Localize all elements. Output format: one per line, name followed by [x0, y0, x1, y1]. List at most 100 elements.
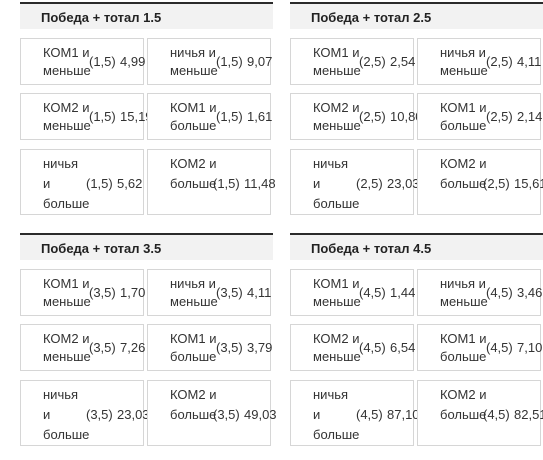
- odds-value: 15,19: [120, 109, 153, 124]
- outcome-label: больше: [170, 176, 217, 191]
- odds-cell[interactable]: ничья и меньше (4,5) 3,46: [417, 269, 542, 316]
- total-value: (2,5): [483, 176, 510, 191]
- outcome-label: и: [43, 176, 51, 191]
- outcome-label: КОМ1 и: [43, 45, 90, 60]
- outcome-label: меньше: [313, 118, 361, 133]
- outcome-label: ничья и: [440, 276, 486, 291]
- odds-value: 9,07: [247, 54, 273, 69]
- odds-cell[interactable]: КОМ2 и меньше (2,5) 10,80: [290, 93, 423, 140]
- outcome-label: ничья: [313, 156, 349, 171]
- odds-value: 1,70: [120, 285, 146, 300]
- outcome-label: больше: [170, 407, 217, 422]
- outcome-label: больше: [440, 176, 487, 191]
- odds-cell[interactable]: КОМ2 и больше (2,5) 15,61: [417, 149, 543, 215]
- market-title: Победа + тотал 4.5: [290, 233, 543, 260]
- total-value: (1,5): [216, 109, 243, 124]
- odds-value: 1,44: [390, 285, 416, 300]
- odds-value: 10,80: [390, 109, 423, 124]
- market-title: Победа + тотал 2.5: [290, 2, 543, 29]
- odds-value: 23,03: [117, 407, 150, 422]
- outcome-label: КОМ1 и: [170, 331, 217, 346]
- outcome-label: больше: [440, 118, 487, 133]
- total-value: (3,5): [89, 285, 116, 300]
- outcome-label: меньше: [170, 63, 218, 78]
- odds-value: 7,10: [517, 340, 543, 355]
- odds-cell[interactable]: КОМ2 и меньше (3,5) 7,26: [20, 324, 146, 371]
- odds-value: 3,79: [247, 340, 273, 355]
- odds-cell[interactable]: КОМ1 и больше (3,5) 3,79: [147, 324, 273, 371]
- total-value: (2,5): [359, 54, 386, 69]
- outcome-label: меньше: [170, 294, 218, 309]
- outcome-label: КОМ2 и: [170, 387, 217, 402]
- outcome-label: меньше: [440, 294, 488, 309]
- odds-value: 23,03: [387, 176, 420, 191]
- total-value: (3,5): [216, 340, 243, 355]
- market-block-total-3-5: Победа + тотал 3.5 КОМ1 и меньше (3,5) 1,70…: [20, 233, 277, 446]
- outcome-label: ничья и: [440, 45, 486, 60]
- outcome-label: больше: [43, 427, 90, 442]
- odds-value: 4,99: [120, 54, 146, 69]
- outcome-label: КОМ2 и: [43, 100, 90, 115]
- total-value: (2,5): [486, 109, 513, 124]
- odds-cell[interactable]: КОМ2 и больше (4,5) 82,51: [417, 380, 543, 446]
- odds-value: 15,61: [514, 176, 543, 191]
- market-block-total-1-5: Победа + тотал 1.5 КОМ1 и меньше (1,5) 4,99…: [20, 2, 276, 215]
- odds-cell[interactable]: КОМ1 и больше (4,5) 7,10: [417, 324, 543, 371]
- odds-cell[interactable]: ничья и больше (3,5) 23,03: [20, 380, 150, 446]
- outcome-label: больше: [313, 427, 360, 442]
- outcome-label: и: [313, 176, 321, 191]
- total-value: (4,5): [359, 285, 386, 300]
- odds-cell[interactable]: ничья и больше (4,5) 87,10: [290, 380, 420, 446]
- odds-cell[interactable]: ничья и больше (2,5) 23,03: [290, 149, 420, 215]
- total-value: (4,5): [486, 285, 513, 300]
- outcome-label: меньше: [43, 118, 91, 133]
- total-value: (3,5): [213, 407, 240, 422]
- odds-cell[interactable]: КОМ1 и меньше (1,5) 4,99: [20, 38, 146, 85]
- odds-value: 6,54: [390, 340, 416, 355]
- total-value: (1,5): [216, 54, 243, 69]
- total-value: (1,5): [89, 109, 116, 124]
- odds-value: 7,26: [120, 340, 146, 355]
- outcome-label: КОМ2 и: [440, 387, 487, 402]
- total-value: (2,5): [486, 54, 513, 69]
- outcome-label: меньше: [43, 349, 91, 364]
- market-block-total-2-5: Победа + тотал 2.5 КОМ1 и меньше (2,5) 2,54…: [290, 2, 543, 215]
- total-value: (2,5): [359, 109, 386, 124]
- outcome-label: меньше: [313, 63, 361, 78]
- outcome-label: КОМ2 и: [440, 156, 487, 171]
- outcome-label: больше: [170, 118, 217, 133]
- odds-cell[interactable]: КОМ2 и больше (1,5) 11,48: [147, 149, 276, 215]
- odds-value: 4,11: [517, 54, 542, 69]
- total-value: (4,5): [359, 340, 386, 355]
- odds-cell[interactable]: ничья и меньше (3,5) 4,11: [147, 269, 271, 316]
- odds-value: 82,51: [514, 407, 543, 422]
- odds-cell[interactable]: ничья и меньше (1,5) 9,07: [147, 38, 273, 85]
- odds-value: 11,48: [244, 176, 276, 191]
- outcome-label: КОМ1 и: [313, 45, 360, 60]
- outcome-label: меньше: [43, 63, 91, 78]
- total-value: (4,5): [356, 407, 383, 422]
- odds-cell[interactable]: ничья и меньше (2,5) 4,11: [417, 38, 541, 85]
- odds-value: 2,14: [517, 109, 543, 124]
- odds-cell[interactable]: КОМ1 и меньше (2,5) 2,54: [290, 38, 415, 85]
- odds-cell[interactable]: КОМ1 и меньше (3,5) 1,70: [20, 269, 146, 316]
- outcome-label: меньше: [440, 63, 488, 78]
- outcome-label: больше: [170, 349, 217, 364]
- odds-cell[interactable]: КОМ2 и больше (3,5) 49,03: [147, 380, 277, 446]
- odds-value: 4,11: [247, 285, 272, 300]
- outcome-label: больше: [440, 349, 487, 364]
- outcome-label: ничья: [313, 387, 349, 402]
- outcome-label: и: [43, 407, 51, 422]
- odds-cell[interactable]: КОМ1 и больше (1,5) 1,61: [147, 93, 272, 140]
- total-value: (1,5): [89, 54, 116, 69]
- outcome-label: больше: [43, 196, 90, 211]
- total-value: (1,5): [86, 176, 113, 191]
- odds-cell[interactable]: КОМ2 и меньше (1,5) 15,19: [20, 93, 153, 140]
- odds-cell[interactable]: ничья и больше (1,5) 5,62: [20, 149, 144, 215]
- odds-cell[interactable]: КОМ2 и меньше (4,5) 6,54: [290, 324, 416, 371]
- odds-cell[interactable]: КОМ1 и меньше (4,5) 1,44: [290, 269, 416, 316]
- odds-value: 87,10: [387, 407, 420, 422]
- odds-cell[interactable]: КОМ1 и больше (2,5) 2,14: [417, 93, 543, 140]
- total-value: (3,5): [216, 285, 243, 300]
- total-value: (3,5): [86, 407, 113, 422]
